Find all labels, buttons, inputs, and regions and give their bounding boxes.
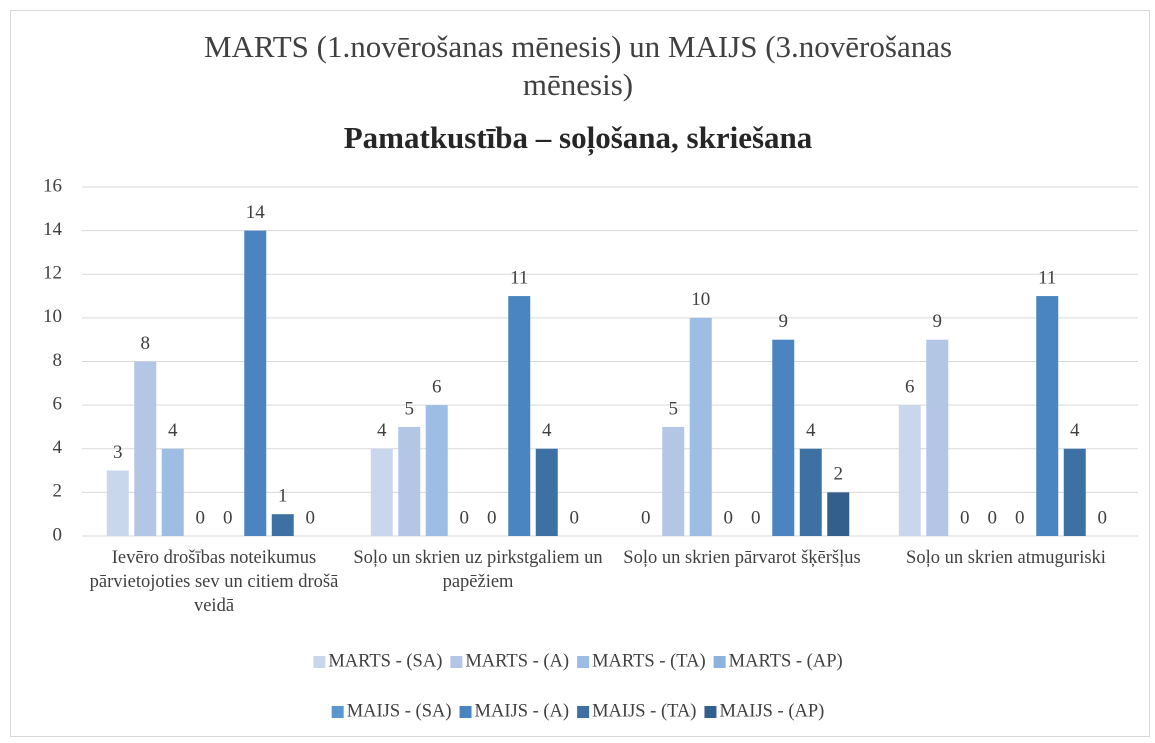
data-label: 4 xyxy=(806,420,816,441)
data-label: 8 xyxy=(141,333,151,354)
bar xyxy=(772,339,795,536)
y-tick-label: 6 xyxy=(53,393,63,414)
data-label: 11 xyxy=(510,267,528,288)
bar xyxy=(106,470,129,536)
bar xyxy=(1063,448,1086,536)
x-tick-label: Soļo un skrien pārvarot šķēršļus xyxy=(623,548,860,568)
y-tick-label: 0 xyxy=(53,524,63,545)
legend-label: MARTS - (TA) xyxy=(592,651,706,671)
y-tick-label: 2 xyxy=(53,481,63,502)
legend-swatch xyxy=(450,656,463,668)
data-label: 0 xyxy=(641,507,651,528)
legend-label: MAIJS - (A) xyxy=(475,701,570,721)
data-label: 3 xyxy=(113,442,123,463)
data-label: 9 xyxy=(933,311,943,332)
data-label: 0 xyxy=(1098,507,1108,528)
data-label: 0 xyxy=(751,507,761,528)
legend-label: MAIJS - (SA) xyxy=(347,701,452,721)
bar xyxy=(926,339,949,536)
bar xyxy=(827,492,850,536)
data-label: 1 xyxy=(278,486,288,507)
bar xyxy=(689,317,712,536)
legend-item: MARTS - (AP) xyxy=(713,651,843,671)
data-label: 5 xyxy=(669,398,679,419)
data-label: 4 xyxy=(542,420,552,441)
data-label: 6 xyxy=(432,376,442,397)
legend-label: MARTS - (A) xyxy=(465,651,569,671)
bar xyxy=(508,296,531,536)
legend-item: MARTS - (SA) xyxy=(313,651,442,671)
legend-swatch xyxy=(704,706,717,718)
bar xyxy=(271,514,294,536)
legend-label: MARTS - (SA) xyxy=(328,651,442,671)
bar xyxy=(799,448,822,536)
legend-swatch xyxy=(577,706,590,718)
data-label: 0 xyxy=(223,507,233,528)
bar xyxy=(398,426,421,536)
legend-item: MAIJS - (TA) xyxy=(577,701,696,721)
data-label: 0 xyxy=(306,507,316,528)
data-label: 14 xyxy=(246,202,266,223)
x-tick-label: Soļo un skrien atmuguriski xyxy=(906,548,1106,568)
bar xyxy=(370,448,393,536)
y-tick-label: 4 xyxy=(53,437,63,458)
data-label: 0 xyxy=(460,507,470,528)
x-tick-label: Soļo un skrien uz pirkstgaliem un papēžie… xyxy=(353,548,602,592)
data-label: 5 xyxy=(405,398,415,419)
y-tick-label: 8 xyxy=(53,350,63,371)
legend-label: MARTS - (AP) xyxy=(729,651,843,671)
bar xyxy=(425,405,448,536)
chart-title: MARTS (1.novērošanas mēnesis) un MAIJS (… xyxy=(204,29,952,102)
legend-item: MARTS - (TA) xyxy=(577,651,706,671)
y-tick-label: 14 xyxy=(43,219,63,240)
bar xyxy=(161,448,184,536)
legend-label: MAIJS - (TA) xyxy=(592,701,696,721)
data-label: 10 xyxy=(691,289,710,310)
bar xyxy=(244,230,267,536)
chart-subtitle: Pamatkustība – soļošana, skriešana xyxy=(344,120,813,156)
data-label: 6 xyxy=(905,376,915,397)
data-label: 4 xyxy=(168,420,178,441)
bar xyxy=(898,405,921,536)
y-tick-label: 12 xyxy=(43,263,62,284)
legend-item: MAIJS - (SA) xyxy=(331,701,452,721)
data-label: 0 xyxy=(988,507,998,528)
bar xyxy=(662,426,685,536)
data-label: 0 xyxy=(960,507,970,528)
data-label: 11 xyxy=(1038,267,1056,288)
data-label: 0 xyxy=(1015,507,1025,528)
legend-item: MAIJS - (AP) xyxy=(704,701,824,721)
legend-swatch xyxy=(331,706,344,718)
data-label: 0 xyxy=(724,507,734,528)
data-label: 4 xyxy=(1070,420,1080,441)
chart-frame xyxy=(10,10,1150,737)
bar xyxy=(535,448,558,536)
x-tick-label: Ievēro drošības noteikumus pārvietojoties… xyxy=(90,548,339,616)
bar xyxy=(134,361,157,536)
legend-swatch xyxy=(577,656,590,668)
legend-item: MARTS - (A) xyxy=(450,651,569,671)
y-tick-label: 10 xyxy=(43,306,62,327)
legend-swatch xyxy=(313,656,326,668)
data-label: 2 xyxy=(834,464,844,485)
legend-label: MAIJS - (AP) xyxy=(719,701,824,721)
data-label: 0 xyxy=(570,507,580,528)
data-label: 4 xyxy=(377,420,387,441)
legend-swatch xyxy=(459,706,472,718)
data-label: 0 xyxy=(487,507,497,528)
data-label: 9 xyxy=(779,311,789,332)
legend-item: MAIJS - (A) xyxy=(459,701,570,721)
legend-swatch xyxy=(713,656,726,668)
y-tick-label: 16 xyxy=(43,175,62,196)
data-label: 0 xyxy=(196,507,206,528)
bar xyxy=(1036,296,1059,536)
